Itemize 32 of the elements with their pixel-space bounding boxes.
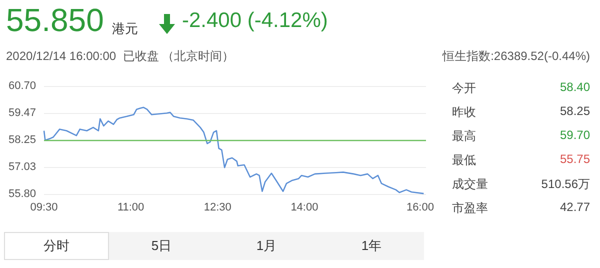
text: 昨收 bbox=[452, 104, 476, 121]
text: 市盈率 bbox=[452, 200, 488, 217]
text: 今开 bbox=[452, 80, 476, 97]
y-tick-label: 60.70 bbox=[8, 80, 36, 92]
x-tick-label: 11:00 bbox=[117, 202, 144, 214]
y-tick-label: 59.47 bbox=[8, 107, 36, 120]
y-tick-label: 55.80 bbox=[8, 188, 36, 200]
y-tick-label: 58.25 bbox=[8, 134, 36, 146]
text: 5日 bbox=[109, 232, 214, 260]
text: 最低 bbox=[452, 152, 476, 169]
text: 最高 bbox=[452, 128, 476, 145]
text: 59.70 bbox=[560, 128, 590, 142]
text: 510.56万 bbox=[541, 176, 590, 193]
text: 港元 bbox=[112, 20, 138, 38]
text: 恒生指数:26389.52(-0.44%) bbox=[442, 48, 590, 65]
text: -2.400 (-4.12%) bbox=[182, 9, 328, 33]
text: 1月 bbox=[214, 232, 319, 260]
x-tick-label: 14:00 bbox=[290, 202, 318, 214]
text: 58.40 bbox=[560, 80, 590, 94]
y-tick-label: 57.03 bbox=[8, 160, 36, 173]
x-tick-label: 16:00 bbox=[406, 202, 434, 214]
chart-title: 55.850 bbox=[6, 2, 104, 39]
text: 55.75 bbox=[560, 152, 590, 166]
x-tick-label: 09:30 bbox=[30, 202, 58, 214]
text: 成交量 bbox=[452, 176, 488, 193]
text: 42.77 bbox=[560, 200, 590, 214]
text: 1年 bbox=[319, 232, 424, 260]
line-series bbox=[43, 106, 424, 194]
text: 58.25 bbox=[560, 104, 590, 118]
chart-subtitle: 2020/12/14 16:00:00 已收盘 （北京时间） bbox=[6, 48, 234, 65]
text: 分时 bbox=[4, 232, 109, 260]
x-tick-label: 12:30 bbox=[204, 202, 232, 214]
